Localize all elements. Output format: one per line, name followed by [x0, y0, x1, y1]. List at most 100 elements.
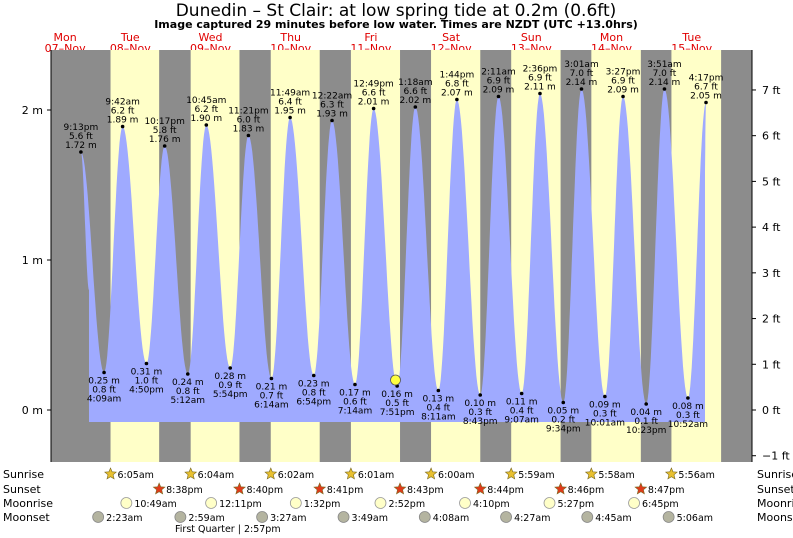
- tide-time: 9:07am: [504, 416, 539, 426]
- tide-feet: 0.8 ft: [92, 386, 116, 396]
- chart-subtitle: Image captured 29 minutes before low wat…: [154, 18, 638, 31]
- moonset-time: 5:06am: [677, 513, 713, 524]
- moonrise-moon-icon: [459, 497, 471, 509]
- right-tick-label: 3 ft: [762, 267, 781, 280]
- tide-time: 1:44pm: [440, 71, 475, 81]
- tide-dot: [162, 144, 167, 148]
- tide-time: 12:22am: [312, 92, 352, 102]
- moonrise-moon-icon: [289, 497, 302, 509]
- sunrise-star-icon: [584, 467, 598, 480]
- tide-feet: 0.4 ft: [426, 404, 450, 414]
- day-label-dow: Wed: [199, 31, 223, 44]
- tide-metres: 1.83 m: [233, 125, 265, 135]
- tide-feet: 6.9 ft: [528, 74, 552, 84]
- right-tick-label: 4 ft: [762, 221, 781, 234]
- tide-metres: 2.14 m: [566, 78, 598, 88]
- tide-time: 8:11am: [421, 413, 456, 423]
- tide-time: 8:43pm: [463, 417, 498, 427]
- tide-time: 2:36pm: [523, 65, 558, 75]
- row-label-sunrise: Sunrise: [3, 468, 44, 481]
- tide-metres: 0.31 m: [131, 368, 163, 378]
- tide-feet: 0.3 ft: [593, 410, 617, 420]
- tide-dot: [330, 118, 334, 123]
- row-label-moonset-right: Moonset: [757, 511, 793, 524]
- low-tide-point: 0.31 m1.0 ft4:50pm: [129, 361, 164, 396]
- tide-time: 6:54pm: [296, 398, 331, 408]
- moonset-time: 3:49am: [352, 513, 388, 524]
- sunrise-time: 6:04am: [198, 470, 234, 481]
- moonset-moon-icon: [337, 511, 350, 523]
- tide-time: 10:23pm: [626, 426, 666, 436]
- tide-metres: 0.17 m: [339, 389, 371, 399]
- sunset-time: 8:40pm: [246, 485, 283, 496]
- tide-metres: 0.16 m: [381, 390, 413, 400]
- tide-dot: [288, 115, 292, 120]
- tide-dot: [496, 94, 501, 99]
- tide-time: 1:18am: [398, 78, 433, 88]
- tide-feet: 6.6 ft: [362, 89, 386, 99]
- moonrise-time: 1:32pm: [304, 499, 341, 510]
- moonset-time: 4:45am: [595, 513, 631, 524]
- sunset-time: 8:43pm: [407, 485, 444, 496]
- tide-time: 9:42am: [105, 98, 140, 108]
- right-tick-label: −1 ft: [762, 450, 790, 463]
- tide-feet: 6.3 ft: [320, 101, 344, 111]
- tide-metres: 0.10 m: [464, 399, 496, 409]
- sunset-time: 8:47pm: [648, 485, 685, 496]
- tide-time: 5:54pm: [213, 390, 248, 400]
- tide-dot: [621, 94, 625, 99]
- tide-metres: 2.02 m: [400, 96, 432, 106]
- moonset-time: 3:27am: [270, 513, 306, 524]
- tide-feet: 6.9 ft: [487, 77, 511, 87]
- sunset-star-icon: [634, 482, 648, 495]
- tide-dot: [644, 402, 648, 406]
- tide-feet: 6.0 ft: [237, 116, 261, 126]
- tide-feet: 7.0 ft: [653, 69, 677, 79]
- tide-metres: 2.05 m: [690, 92, 722, 102]
- row-label-sunset-right: Sunset: [757, 483, 793, 496]
- sunrise-time: 5:58am: [598, 470, 634, 481]
- right-tick-label: 7 ft: [762, 84, 781, 97]
- right-tick-label: 5 ft: [762, 175, 781, 188]
- tide-metres: 2.07 m: [441, 89, 473, 99]
- moonset-time: 2:59am: [188, 513, 224, 524]
- tide-dot: [185, 372, 190, 376]
- tide-feet: 1.0 ft: [135, 377, 159, 387]
- moonset-moon-icon: [500, 511, 512, 523]
- tide-dot: [311, 373, 316, 378]
- right-tick-label: 0 ft: [762, 404, 781, 417]
- sunrise-star-icon: [184, 467, 198, 480]
- low-tide-point: 0.23 m0.8 ft6:54pm: [296, 373, 331, 408]
- tide-time: 10:01am: [585, 419, 625, 429]
- tide-metres: 0.28 m: [214, 372, 246, 382]
- sunset-time: 8:46pm: [568, 485, 605, 496]
- tide-metres: 2.09 m: [607, 86, 639, 96]
- tide-dot: [269, 376, 274, 381]
- right-tick-label: 2 ft: [762, 313, 781, 326]
- tide-metres: 2.01 m: [358, 98, 390, 108]
- moonrise-time: 10:49am: [134, 499, 176, 510]
- low-tide-point: 0.11 m0.4 ft9:07am: [504, 391, 539, 426]
- tide-dot: [353, 382, 357, 387]
- current-level-dot: [390, 374, 401, 386]
- chart-title: Dunedin – St Clair: at low spring tide a…: [176, 1, 617, 21]
- moonrise-time: 5:27pm: [558, 499, 595, 510]
- tide-metres: 0.24 m: [172, 378, 204, 388]
- tide-dot: [436, 388, 441, 393]
- day-label-dow: Sat: [442, 31, 461, 44]
- sunrise-star-icon: [264, 467, 278, 480]
- sunset-star-icon: [233, 482, 246, 495]
- tide-feet: 0.9 ft: [218, 381, 242, 391]
- tide-dot: [561, 400, 566, 405]
- tide-area: [80, 89, 706, 422]
